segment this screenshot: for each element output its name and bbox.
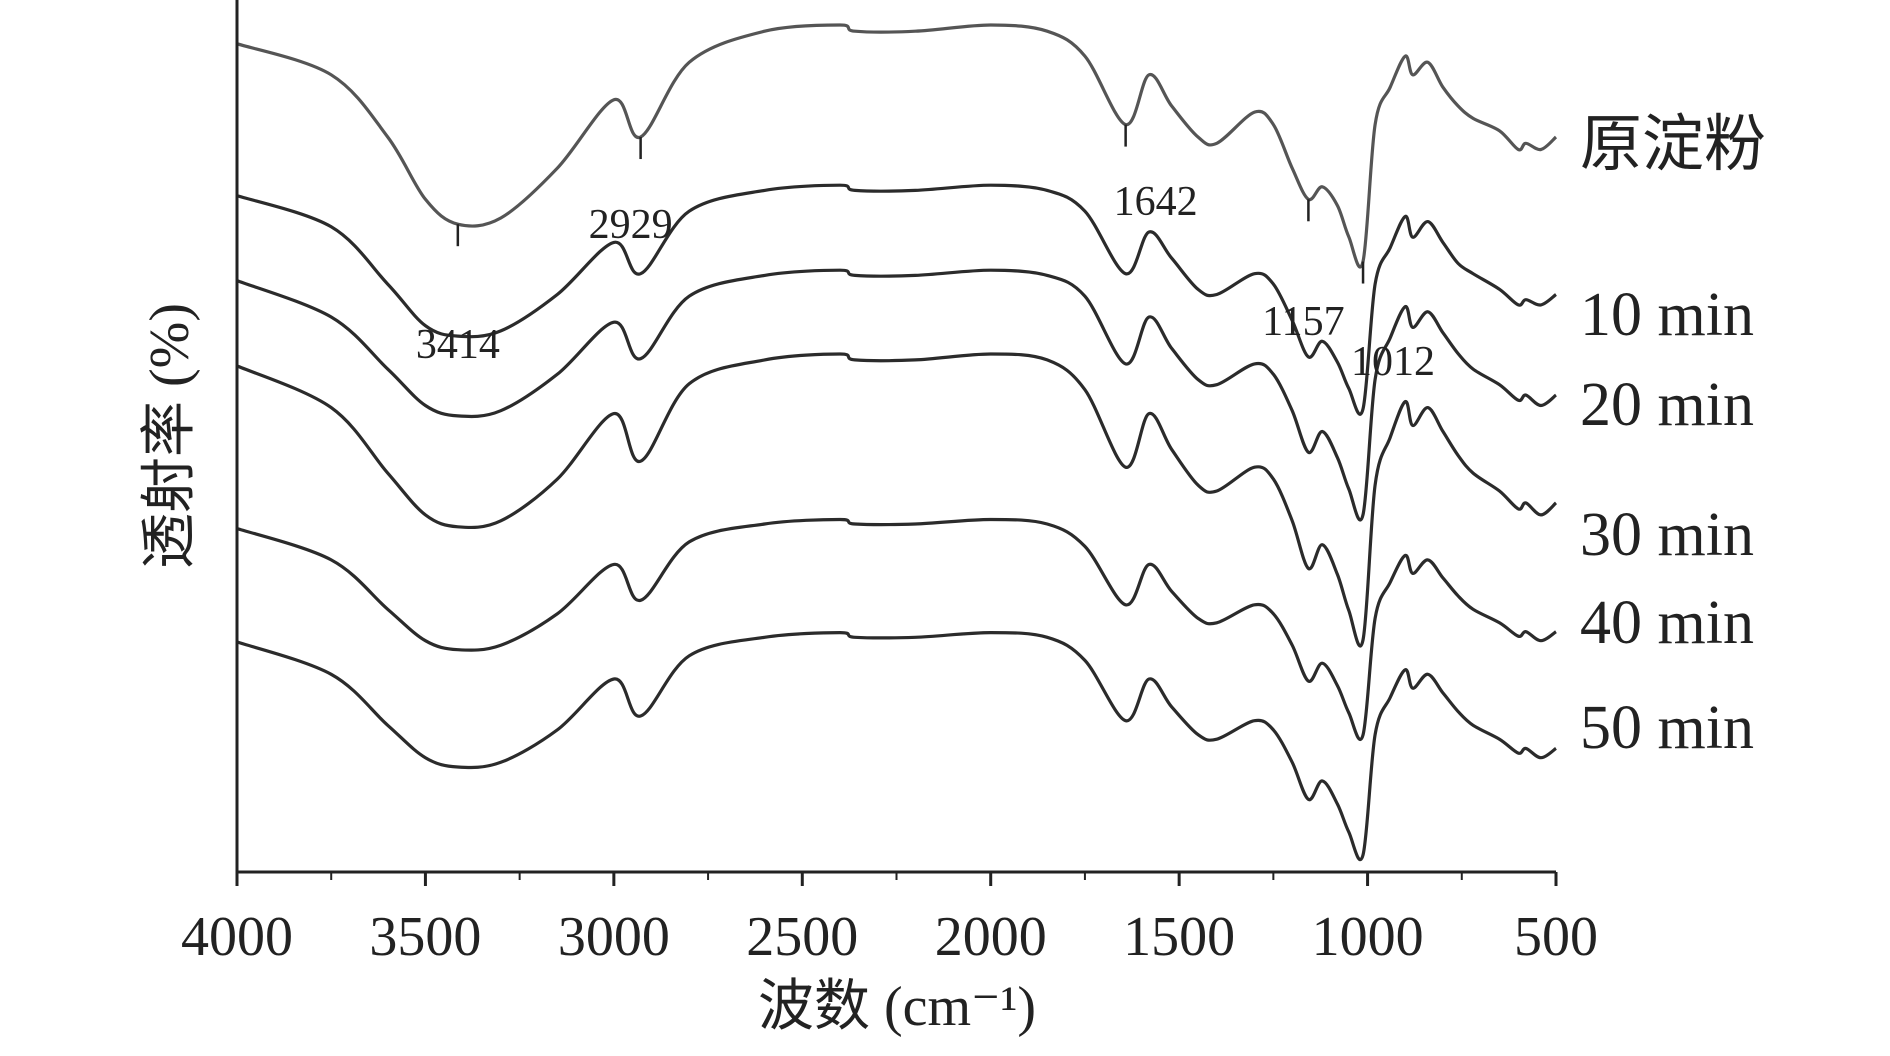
legend-label-1: 原淀粉 xyxy=(1580,107,1766,180)
series-line-1 xyxy=(236,23,1558,269)
x-tick-label: 500 xyxy=(1514,906,1598,968)
series-line-6 xyxy=(236,631,1557,862)
annotation-label-1642: 1642 xyxy=(1114,179,1198,225)
x-tick-label: 1000 xyxy=(1312,906,1424,968)
annotation-label-3414: 3414 xyxy=(416,322,500,368)
x-tick-label: 3000 xyxy=(558,906,670,968)
series-line-5 xyxy=(236,517,1557,741)
legend-label-3: 20 min xyxy=(1580,371,1754,439)
axes-group: 4000 3500 3000 2500 2000 1500 1000 500 xyxy=(181,0,1598,968)
x-tick-label: 2500 xyxy=(746,906,858,968)
legend-labels: 原淀粉 10 min 20 min 30 min 40 min 50 min xyxy=(1580,107,1766,762)
x-tick-label: 2000 xyxy=(935,906,1047,968)
legend-label-6: 50 min xyxy=(1580,694,1754,762)
x-tick-label: 3500 xyxy=(369,906,481,968)
legend-label-5: 40 min xyxy=(1580,589,1754,657)
x-tick-label: 1500 xyxy=(1123,906,1235,968)
legend-label-4: 30 min xyxy=(1580,501,1754,569)
series-line-3 xyxy=(236,268,1557,522)
series-line-2 xyxy=(236,183,1557,416)
x-ticks: 4000 3500 3000 2500 2000 1500 1000 500 xyxy=(181,872,1598,968)
y-axis-title: 透射率 (%) xyxy=(139,303,201,569)
series-line-4 xyxy=(236,352,1558,648)
annotation-label-1012: 1012 xyxy=(1351,339,1435,385)
x-axis-title: 波数 (cm⁻¹) xyxy=(758,976,1036,1038)
legend-label-2: 10 min xyxy=(1580,281,1754,349)
annotation-label-1157: 1157 xyxy=(1262,299,1344,345)
annotation-label-2929: 2929 xyxy=(589,202,673,248)
spectra-group xyxy=(236,23,1558,862)
x-tick-label: 4000 xyxy=(181,906,293,968)
